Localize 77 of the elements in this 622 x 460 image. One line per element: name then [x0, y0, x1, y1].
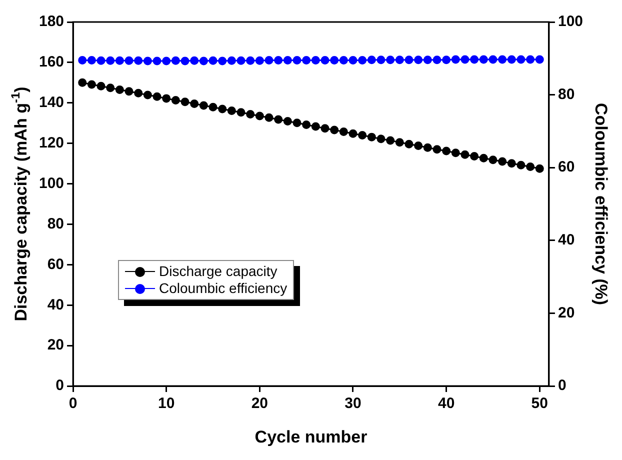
point — [348, 129, 358, 138]
point — [264, 113, 274, 122]
point — [339, 128, 348, 136]
y2-tick-label: 100 — [558, 13, 584, 30]
point — [488, 156, 498, 164]
point — [535, 164, 544, 173]
y-tick-label: 140 — [38, 94, 64, 112]
y2-axis-title: Coloumbic efficiency (%) — [591, 102, 610, 306]
legend-label: Discharge capacity — [159, 263, 278, 280]
point — [246, 110, 255, 118]
point — [423, 143, 432, 152]
point — [292, 118, 302, 128]
x-tick-label: 50 — [531, 395, 548, 412]
point — [152, 92, 162, 101]
point — [87, 80, 96, 89]
point — [404, 140, 414, 148]
point — [236, 108, 246, 117]
point — [180, 98, 190, 106]
point — [106, 84, 115, 92]
x-tick-label: 30 — [344, 395, 362, 412]
y-tick-label: 20 — [47, 336, 64, 354]
y-tick-label: 160 — [38, 54, 64, 71]
point — [171, 96, 180, 105]
point — [330, 126, 339, 134]
point — [162, 94, 171, 103]
point — [516, 160, 526, 170]
point — [498, 157, 507, 166]
point — [470, 152, 479, 161]
y-tick-label: 120 — [38, 134, 64, 152]
y-tick-label: 40 — [47, 296, 64, 314]
point — [124, 87, 134, 96]
x-tick-label: 40 — [438, 395, 455, 412]
point — [96, 82, 106, 90]
x-axis-title: Cycle number — [254, 428, 368, 447]
point — [507, 159, 516, 168]
point — [442, 146, 451, 156]
point — [283, 117, 292, 126]
x-tick-label: 10 — [158, 395, 175, 412]
y2-tick-label: 20 — [558, 304, 575, 322]
y2-tick-label: 0 — [558, 377, 566, 394]
point — [190, 99, 199, 108]
x-tick-label: 0 — [68, 395, 78, 412]
y-tick-label: 180 — [38, 13, 64, 30]
point — [414, 142, 423, 150]
point — [432, 145, 442, 154]
point — [460, 150, 470, 159]
y2-tick-label: 80 — [558, 86, 575, 103]
point — [274, 115, 283, 124]
y-tick-label: 100 — [38, 174, 64, 192]
point — [208, 102, 218, 112]
point — [143, 90, 152, 100]
point — [395, 138, 404, 147]
point — [386, 136, 395, 145]
y-tick-label: 0 — [56, 377, 64, 394]
legend-label: Coloumbic efficiency — [159, 280, 288, 297]
point — [320, 124, 330, 133]
y-tick-label: 60 — [47, 256, 64, 273]
point — [115, 85, 124, 94]
point — [227, 106, 236, 116]
x-tick-label: 20 — [251, 395, 268, 412]
point — [367, 132, 376, 142]
point — [376, 134, 386, 144]
point — [134, 88, 143, 98]
y-axis-title: Discharge capacity (mAh g-1) — [8, 86, 31, 322]
point — [255, 112, 264, 120]
point — [78, 78, 87, 87]
y-tick-label: 80 — [47, 215, 64, 232]
y2-tick-label: 40 — [558, 232, 575, 249]
point — [311, 122, 320, 131]
point — [199, 101, 208, 110]
point — [451, 148, 460, 158]
y2-tick-label: 60 — [558, 158, 575, 176]
point — [218, 104, 227, 114]
point — [358, 130, 367, 140]
point — [479, 154, 488, 162]
point — [526, 162, 535, 172]
point — [302, 120, 311, 129]
